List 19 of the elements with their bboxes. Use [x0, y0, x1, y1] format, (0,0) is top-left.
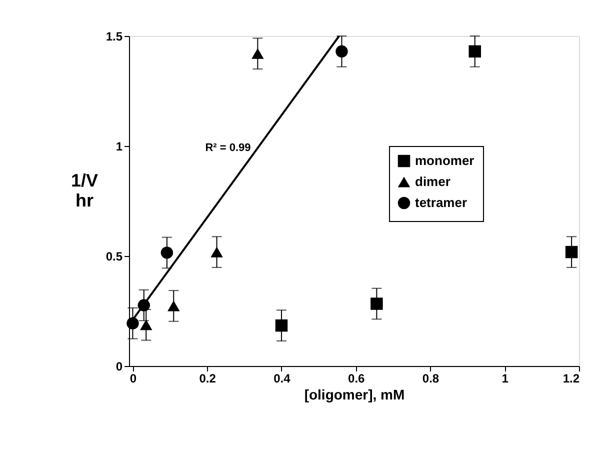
annotation: R² = 0.99 — [205, 142, 251, 154]
x-tick-label: 0.4 — [274, 372, 291, 386]
x-tick-label: 0.2 — [199, 372, 216, 386]
legend-label: monomer — [415, 153, 474, 168]
y-tick-label: 1.5 — [106, 30, 123, 44]
point — [468, 45, 481, 58]
x-tick-label: 1.2 — [562, 372, 580, 386]
y-tick-label: 0.5 — [106, 250, 123, 264]
x-tick-label: 0.6 — [348, 372, 366, 386]
y-axis-title: 1/V hr — [70, 170, 98, 210]
y-tick-label: 0 — [116, 360, 123, 374]
x-tick-label: 0 — [130, 372, 137, 386]
x-axis-title: [oligomer], mM — [304, 386, 405, 402]
legend-label: tetramer — [415, 195, 468, 210]
x-tick-label: 0.8 — [422, 372, 440, 386]
y-tick-label: 1 — [116, 140, 123, 154]
point — [370, 298, 383, 310]
x-tick-label: 1 — [502, 372, 509, 386]
legend-label: dimer — [415, 174, 450, 189]
